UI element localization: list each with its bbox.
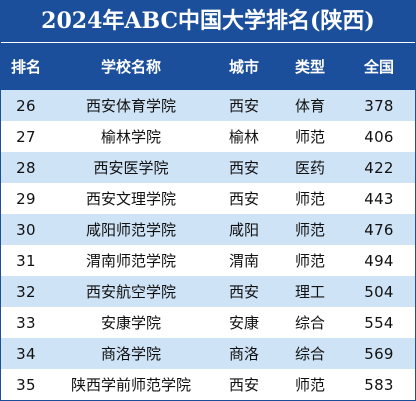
national-rank-cell: 422 (343, 152, 415, 183)
rank-cell: 33 (1, 307, 51, 338)
school-name-cell: 商洛学院 (51, 338, 211, 369)
city-cell: 榆林 (211, 121, 277, 152)
header-national-rank: 全国 (343, 42, 415, 90)
national-rank-cell: 476 (343, 214, 415, 245)
school-name-cell: 陕西学前师范学院 (51, 369, 211, 400)
table-row: 35 陕西学前师范学院 西安 师范 583 (1, 369, 415, 400)
national-rank-cell: 554 (343, 307, 415, 338)
city-cell: 咸阳 (211, 214, 277, 245)
rank-cell: 29 (1, 183, 51, 214)
rank-cell: 28 (1, 152, 51, 183)
school-name-cell: 渭南师范学院 (51, 245, 211, 276)
city-cell: 渭南 (211, 245, 277, 276)
table-row: 26 西安体育学院 西安 体育 378 (1, 90, 415, 121)
type-cell: 师范 (277, 183, 343, 214)
school-name-cell: 西安医学院 (51, 152, 211, 183)
city-cell: 西安 (211, 152, 277, 183)
rank-cell: 31 (1, 245, 51, 276)
national-rank-cell: 583 (343, 369, 415, 400)
table-row: 30 咸阳师范学院 咸阳 师范 476 (1, 214, 415, 245)
type-cell: 综合 (277, 338, 343, 369)
header-city: 城市 (211, 42, 277, 90)
national-rank-cell: 378 (343, 90, 415, 121)
school-name-cell: 安康学院 (51, 307, 211, 338)
national-rank-cell: 504 (343, 276, 415, 307)
national-rank-cell: 569 (343, 338, 415, 369)
city-cell: 安康 (211, 307, 277, 338)
header-school-name: 学校名称 (51, 42, 211, 90)
national-rank-cell: 443 (343, 183, 415, 214)
type-cell: 师范 (277, 245, 343, 276)
rank-cell: 30 (1, 214, 51, 245)
rank-cell: 35 (1, 369, 51, 400)
table-header-row: 排名 学校名称 城市 类型 全国 (1, 42, 415, 90)
header-type: 类型 (277, 42, 343, 90)
table-row: 33 安康学院 安康 综合 554 (1, 307, 415, 338)
rank-cell: 34 (1, 338, 51, 369)
table-row: 28 西安医学院 西安 医药 422 (1, 152, 415, 183)
table-row: 29 西安文理学院 西安 师范 443 (1, 183, 415, 214)
rank-cell: 27 (1, 121, 51, 152)
type-cell: 师范 (277, 214, 343, 245)
national-rank-cell: 494 (343, 245, 415, 276)
city-cell: 西安 (211, 90, 277, 121)
city-cell: 西安 (211, 183, 277, 214)
table-row: 34 商洛学院 商洛 综合 569 (1, 338, 415, 369)
city-cell: 西安 (211, 369, 277, 400)
type-cell: 理工 (277, 276, 343, 307)
rank-cell: 26 (1, 90, 51, 121)
table-row: 32 西安航空学院 西安 理工 504 (1, 276, 415, 307)
national-rank-cell: 406 (343, 121, 415, 152)
type-cell: 师范 (277, 369, 343, 400)
type-cell: 师范 (277, 121, 343, 152)
type-cell: 综合 (277, 307, 343, 338)
school-name-cell: 西安航空学院 (51, 276, 211, 307)
school-name-cell: 西安文理学院 (51, 183, 211, 214)
city-cell: 西安 (211, 276, 277, 307)
school-name-cell: 咸阳师范学院 (51, 214, 211, 245)
type-cell: 医药 (277, 152, 343, 183)
table-title: 2024年ABC中国大学排名(陕西) (1, 1, 415, 42)
ranking-table: 排名 学校名称 城市 类型 全国 26 西安体育学院 西安 体育 378 27 … (1, 42, 415, 400)
type-cell: 体育 (277, 90, 343, 121)
header-rank: 排名 (1, 42, 51, 90)
rank-cell: 32 (1, 276, 51, 307)
school-name-cell: 西安体育学院 (51, 90, 211, 121)
city-cell: 商洛 (211, 338, 277, 369)
table-row: 31 渭南师范学院 渭南 师范 494 (1, 245, 415, 276)
school-name-cell: 榆林学院 (51, 121, 211, 152)
table-row: 27 榆林学院 榆林 师范 406 (1, 121, 415, 152)
